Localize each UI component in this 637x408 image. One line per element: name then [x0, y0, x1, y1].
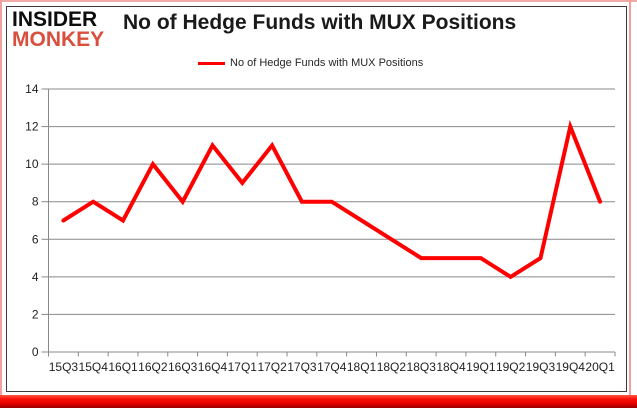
x-tick-label: 19Q4	[556, 360, 586, 374]
x-tick-label: 15Q4	[79, 360, 109, 374]
x-tick-label: 17Q1	[228, 360, 258, 374]
x-tick-label: 17Q3	[287, 360, 317, 374]
x-tick-label: 19Q2	[496, 360, 526, 374]
y-tick-label: 6	[32, 232, 39, 246]
x-tick-label: 16Q2	[138, 360, 168, 374]
y-tick-label: 8	[32, 195, 39, 209]
series-line	[61, 119, 603, 280]
y-tick-label: 10	[25, 157, 39, 171]
legend-label: No of Hedge Funds with MUX Positions	[230, 57, 424, 69]
frame-edge-right	[629, 0, 631, 408]
x-tick-label: 19Q3	[526, 360, 556, 374]
y-tick-label: 4	[32, 270, 39, 284]
red-glow-bar	[0, 395, 637, 408]
chart-card: INSIDER MONKEY No of Hedge Funds with MU…	[6, 6, 627, 392]
x-tick-label: 17Q4	[317, 360, 347, 374]
page-title: No of Hedge Funds with MUX Positions	[123, 11, 517, 34]
brand-logo-line1: INSIDER	[12, 8, 98, 31]
x-tick-label: 18Q1	[347, 360, 377, 374]
y-tick-label: 14	[25, 82, 39, 96]
x-tick-label: 18Q2	[377, 360, 407, 374]
x-tick-label: 16Q3	[168, 360, 198, 374]
brand-logo: INSIDER MONKEY	[12, 8, 105, 51]
x-tick-label: 15Q3	[49, 360, 79, 374]
x-tick-label: 17Q2	[257, 360, 287, 374]
frame-edge-left	[0, 0, 2, 408]
y-tick-label: 2	[32, 307, 39, 321]
x-tick-label: 20Q1	[585, 360, 615, 374]
x-tick-label: 18Q4	[436, 360, 466, 374]
brand-logo-line2: MONKEY	[12, 27, 105, 51]
legend-line-swatch	[198, 61, 225, 65]
x-tick-label: 16Q4	[198, 360, 228, 374]
x-tick-label: 16Q1	[108, 360, 138, 374]
frame-edge-top	[0, 0, 637, 2]
x-tick-label: 18Q3	[407, 360, 437, 374]
x-tick-label: 19Q1	[466, 360, 496, 374]
y-tick-label: 0	[32, 345, 39, 359]
legend: No of Hedge Funds with MUX Positions	[198, 56, 423, 70]
y-tick-label: 12	[25, 120, 39, 134]
